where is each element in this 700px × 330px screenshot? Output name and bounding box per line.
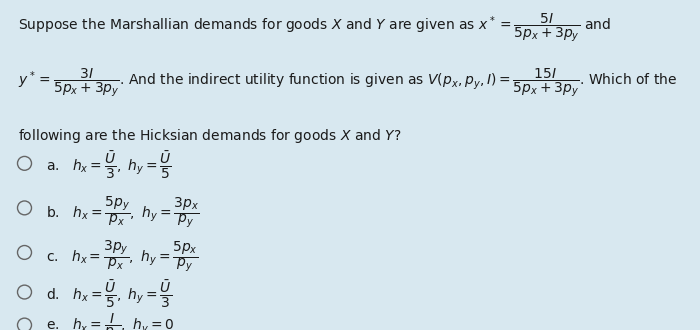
Text: c.   $h_x = \dfrac{3p_y}{p_x},\ h_y = \dfrac{5p_x}{p_y}$: c. $h_x = \dfrac{3p_y}{p_x},\ h_y = \dfr…	[46, 239, 197, 274]
Text: $y^* = \dfrac{3I}{5p_x+3p_y}$. And the indirect utility function is given as $V(: $y^* = \dfrac{3I}{5p_x+3p_y}$. And the i…	[18, 66, 677, 99]
Text: b.   $h_x = \dfrac{5p_y}{p_x},\ h_y = \dfrac{3p_x}{p_y}$: b. $h_x = \dfrac{5p_y}{p_x},\ h_y = \dfr…	[46, 195, 199, 230]
Text: a.   $h_x = \dfrac{\bar{U}}{3},\ h_y = \dfrac{\bar{U}}{5}$: a. $h_x = \dfrac{\bar{U}}{3},\ h_y = \df…	[46, 150, 172, 181]
Text: Suppose the Marshallian demands for goods $X$ and $Y$ are given as $x^* = \dfrac: Suppose the Marshallian demands for good…	[18, 12, 610, 44]
Text: e.   $h_x = \dfrac{I}{p_x},\ h_y = 0$: e. $h_x = \dfrac{I}{p_x},\ h_y = 0$	[46, 312, 174, 330]
Text: d.   $h_x = \dfrac{\bar{U}}{5},\ h_y = \dfrac{\bar{U}}{3}$: d. $h_x = \dfrac{\bar{U}}{5},\ h_y = \df…	[46, 279, 172, 310]
Text: following are the Hicksian demands for goods $X$ and $Y$?: following are the Hicksian demands for g…	[18, 127, 401, 145]
